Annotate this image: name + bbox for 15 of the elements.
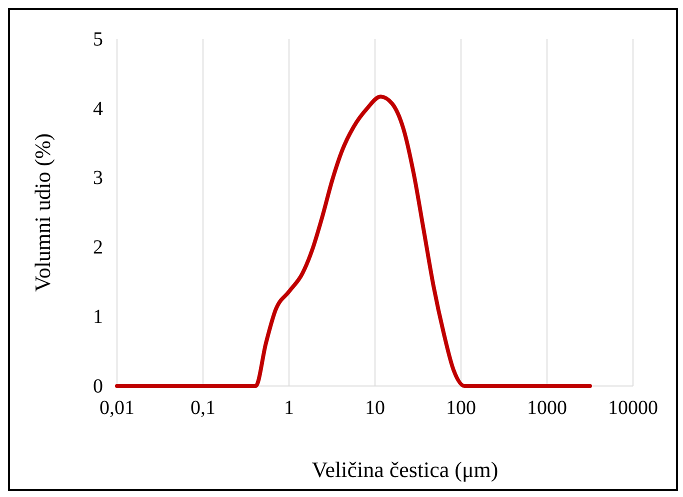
x-tick-label: 0,1 xyxy=(190,397,216,420)
y-tick-label: 5 xyxy=(93,28,103,50)
x-tick-label: 1 xyxy=(284,397,294,420)
y-tick-label: 2 xyxy=(93,236,103,259)
x-tick-label: 10000 xyxy=(608,397,658,420)
y-tick-label: 0 xyxy=(93,375,103,398)
x-tick-label: 0,01 xyxy=(100,397,134,420)
y-tick-label: 3 xyxy=(93,167,103,190)
y-tick-label: 1 xyxy=(93,306,103,328)
y-tick-label: 4 xyxy=(93,98,103,120)
x-tick-label: 100 xyxy=(446,397,476,420)
x-tick-label: 10 xyxy=(365,397,385,420)
y-axis-title: Volumni udio (%) xyxy=(30,133,55,292)
x-tick-label: 1000 xyxy=(527,397,567,420)
x-axis-title: Veličina čestica (μm) xyxy=(312,457,498,482)
